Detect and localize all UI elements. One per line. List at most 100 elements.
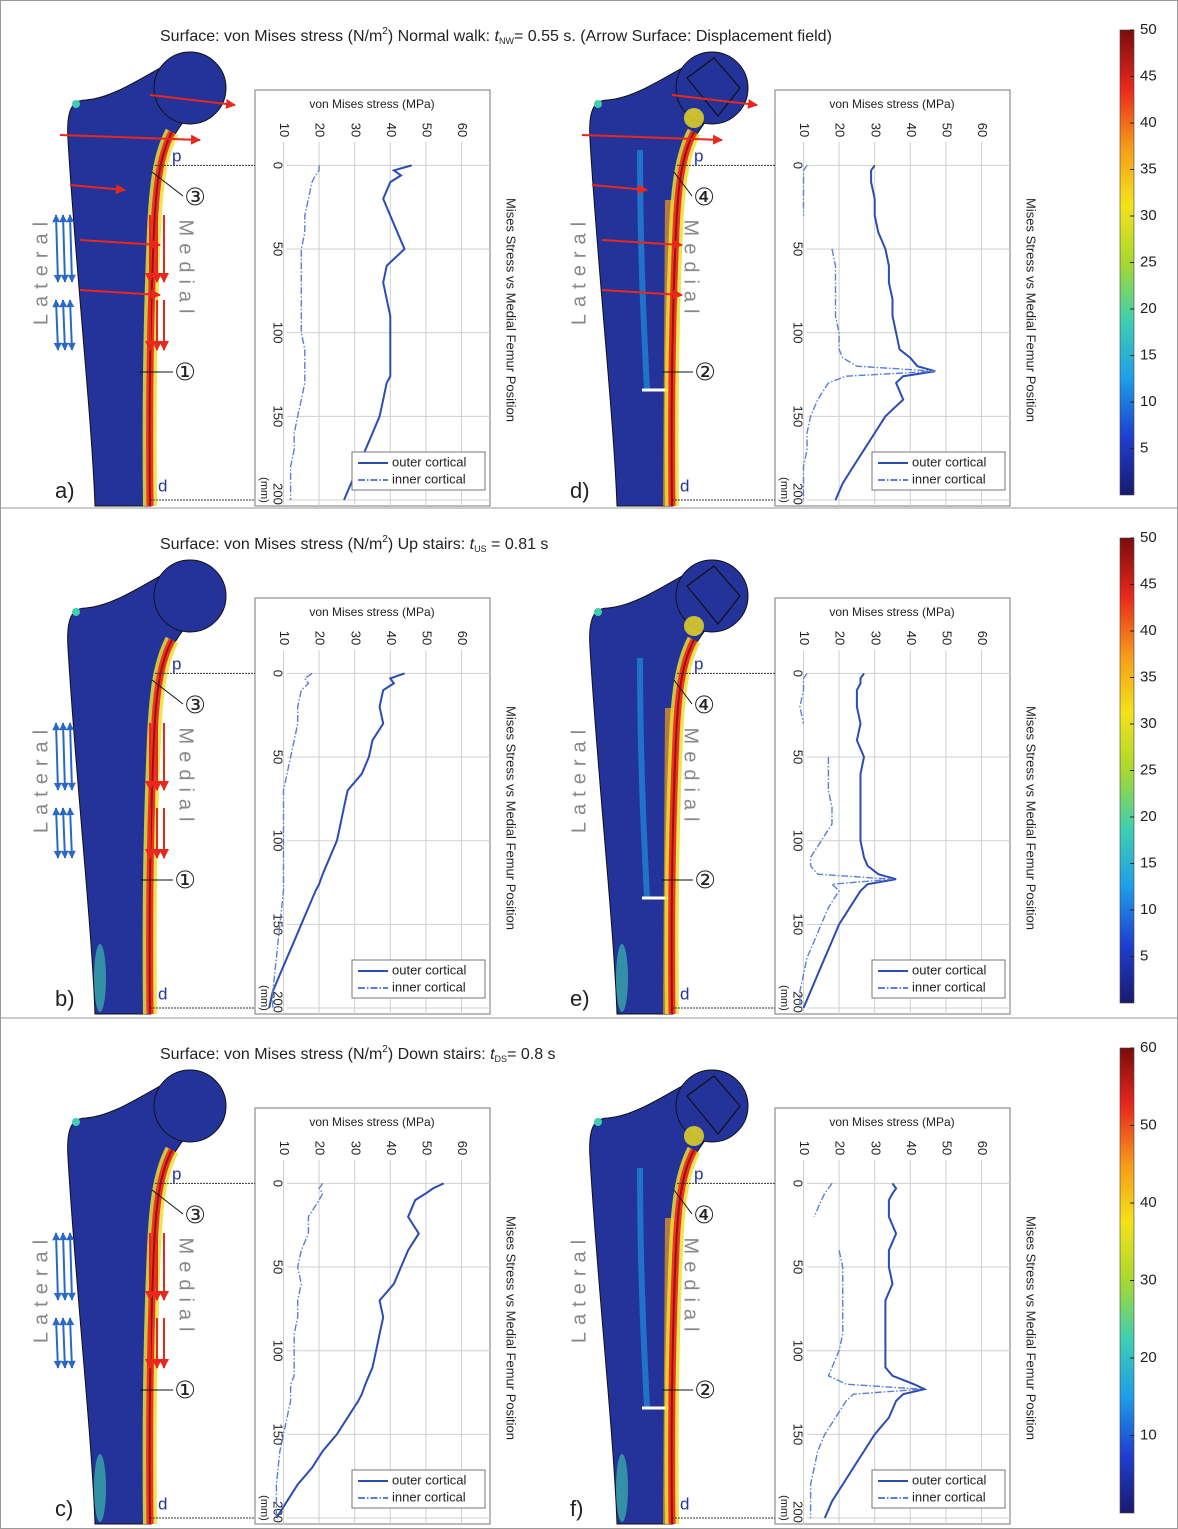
position-unit: (mm) bbox=[778, 1495, 790, 1521]
lateral-arrow bbox=[59, 1317, 69, 1369]
position-tick-label: 150 bbox=[791, 913, 806, 935]
row-title: Surface: von Mises stress (N/m2) Normal … bbox=[160, 26, 832, 46]
upper-marker: ③ bbox=[184, 183, 206, 211]
colorbar-tick-label: 40 bbox=[1140, 622, 1157, 639]
title-part: t bbox=[470, 536, 475, 553]
legend-box bbox=[351, 959, 486, 999]
title-part: Surface: von Mises stress (N/m bbox=[160, 28, 382, 45]
displacement-arrow bbox=[59, 134, 201, 145]
lateral-arrow bbox=[52, 722, 62, 791]
legend-label: inner cortical bbox=[392, 471, 466, 486]
neck-hotspot bbox=[684, 616, 704, 636]
stress-tick-label: 40 bbox=[384, 123, 399, 137]
stress-tick-label: 20 bbox=[313, 631, 328, 645]
plot-frame bbox=[254, 597, 491, 1015]
position-tick-label: 0 bbox=[791, 670, 806, 677]
row-title: Surface: von Mises stress (N/m2) Up stai… bbox=[160, 534, 548, 554]
lateral-arrow bbox=[52, 1232, 62, 1301]
trochanter-hotspot bbox=[72, 1118, 80, 1126]
marker-leader bbox=[151, 171, 184, 197]
colorbar-tick-label: 50 bbox=[1140, 21, 1157, 38]
position-tick-label: 0 bbox=[791, 162, 806, 169]
colorbar-tick-label: 45 bbox=[1140, 575, 1157, 592]
position-tick-label: 50 bbox=[271, 1260, 286, 1274]
series-line bbox=[802, 672, 897, 1009]
femur-head bbox=[675, 1069, 749, 1143]
title-part: US bbox=[474, 544, 487, 554]
colorbar-tick-label: 40 bbox=[1140, 114, 1157, 131]
medial-strip bbox=[148, 131, 173, 507]
legend-box bbox=[351, 1469, 486, 1509]
femur-head bbox=[675, 51, 749, 125]
lateral-glow bbox=[94, 944, 106, 1012]
stress-tick-label: 50 bbox=[419, 631, 434, 645]
head-outline bbox=[686, 57, 741, 117]
displacement-arrow bbox=[581, 134, 723, 145]
series-line bbox=[802, 164, 936, 500]
colorbar-tick-label: 40 bbox=[1140, 1194, 1157, 1211]
position-unit: (mm) bbox=[778, 477, 790, 503]
trochanter-hotspot bbox=[594, 1118, 602, 1126]
marker-leader bbox=[151, 679, 184, 705]
stress-tick-label: 10 bbox=[797, 1141, 812, 1155]
position-tick-label: 50 bbox=[271, 242, 286, 256]
series-line bbox=[809, 1182, 922, 1518]
stress-tick-label: 50 bbox=[419, 123, 434, 137]
colorbar-tick-label: 15 bbox=[1140, 346, 1157, 363]
stress-tick-label: 50 bbox=[939, 123, 954, 137]
stress-tick-label: 20 bbox=[833, 1141, 848, 1155]
lower-marker: ① bbox=[174, 1376, 196, 1404]
stress-tick-label: 50 bbox=[939, 1141, 954, 1155]
displacement-arrow bbox=[79, 289, 161, 300]
position-tick-label: 100 bbox=[271, 830, 286, 852]
legend-label: outer cortical bbox=[392, 1472, 467, 1487]
series-line bbox=[343, 164, 412, 501]
medial-label: Medial bbox=[175, 1238, 197, 1339]
lower-marker: ② bbox=[694, 358, 716, 386]
position-tick-label: 200 bbox=[271, 483, 286, 505]
marker-leader bbox=[673, 679, 693, 705]
lateral-arrow bbox=[66, 807, 76, 859]
series-line bbox=[272, 672, 313, 1008]
series-line bbox=[275, 1182, 324, 1518]
distal-label: d bbox=[158, 1494, 167, 1513]
stress-tick-label: 30 bbox=[868, 631, 883, 645]
title-part: 2 bbox=[382, 534, 388, 545]
proximal-label: p bbox=[172, 1164, 181, 1183]
stress-tick-label: 40 bbox=[904, 631, 919, 645]
legend-label: inner cortical bbox=[912, 979, 986, 994]
marker-leader bbox=[151, 1189, 184, 1215]
colorbar-tick-label: 50 bbox=[1140, 529, 1157, 546]
legend-label: inner cortical bbox=[912, 1489, 986, 1504]
lateral-label: Lateral bbox=[30, 215, 52, 325]
stem-interface bbox=[637, 1167, 650, 1409]
position-unit: (mm) bbox=[778, 985, 790, 1011]
colorbar-tick-label: 30 bbox=[1140, 207, 1157, 224]
lateral-arrow bbox=[59, 299, 69, 351]
stress-axis-title: von Mises stress (MPa) bbox=[829, 605, 954, 619]
position-tick-label: 200 bbox=[791, 991, 806, 1013]
title-part: Surface: von Mises stress (N/m bbox=[160, 536, 382, 553]
legend-label: inner cortical bbox=[912, 471, 986, 486]
legend-box bbox=[871, 451, 1006, 491]
stress-tick-label: 40 bbox=[904, 1141, 919, 1155]
colorbar-tick-label: 10 bbox=[1140, 901, 1157, 918]
stress-tick-label: 10 bbox=[797, 631, 812, 645]
panel-label: a) bbox=[55, 478, 75, 503]
stress-axis-title: von Mises stress (MPa) bbox=[309, 605, 434, 619]
upper-marker: ④ bbox=[693, 1201, 715, 1229]
panel-label: f) bbox=[570, 1496, 583, 1521]
position-tick-label: 100 bbox=[271, 1340, 286, 1362]
colorbar-tick-label: 25 bbox=[1140, 253, 1157, 270]
femur-head bbox=[153, 1069, 227, 1143]
medial-strip bbox=[148, 1149, 173, 1525]
displacement-arrow bbox=[671, 94, 758, 109]
position-tick-label: 200 bbox=[791, 483, 806, 505]
series-line bbox=[268, 672, 405, 1009]
displacement-arrow bbox=[591, 184, 648, 195]
title-part: ) Normal walk: bbox=[388, 28, 495, 45]
medial-label: Medial bbox=[680, 220, 702, 321]
plot-frame bbox=[774, 597, 1011, 1015]
stress-tick-label: 60 bbox=[975, 123, 990, 137]
series-line bbox=[289, 165, 320, 500]
